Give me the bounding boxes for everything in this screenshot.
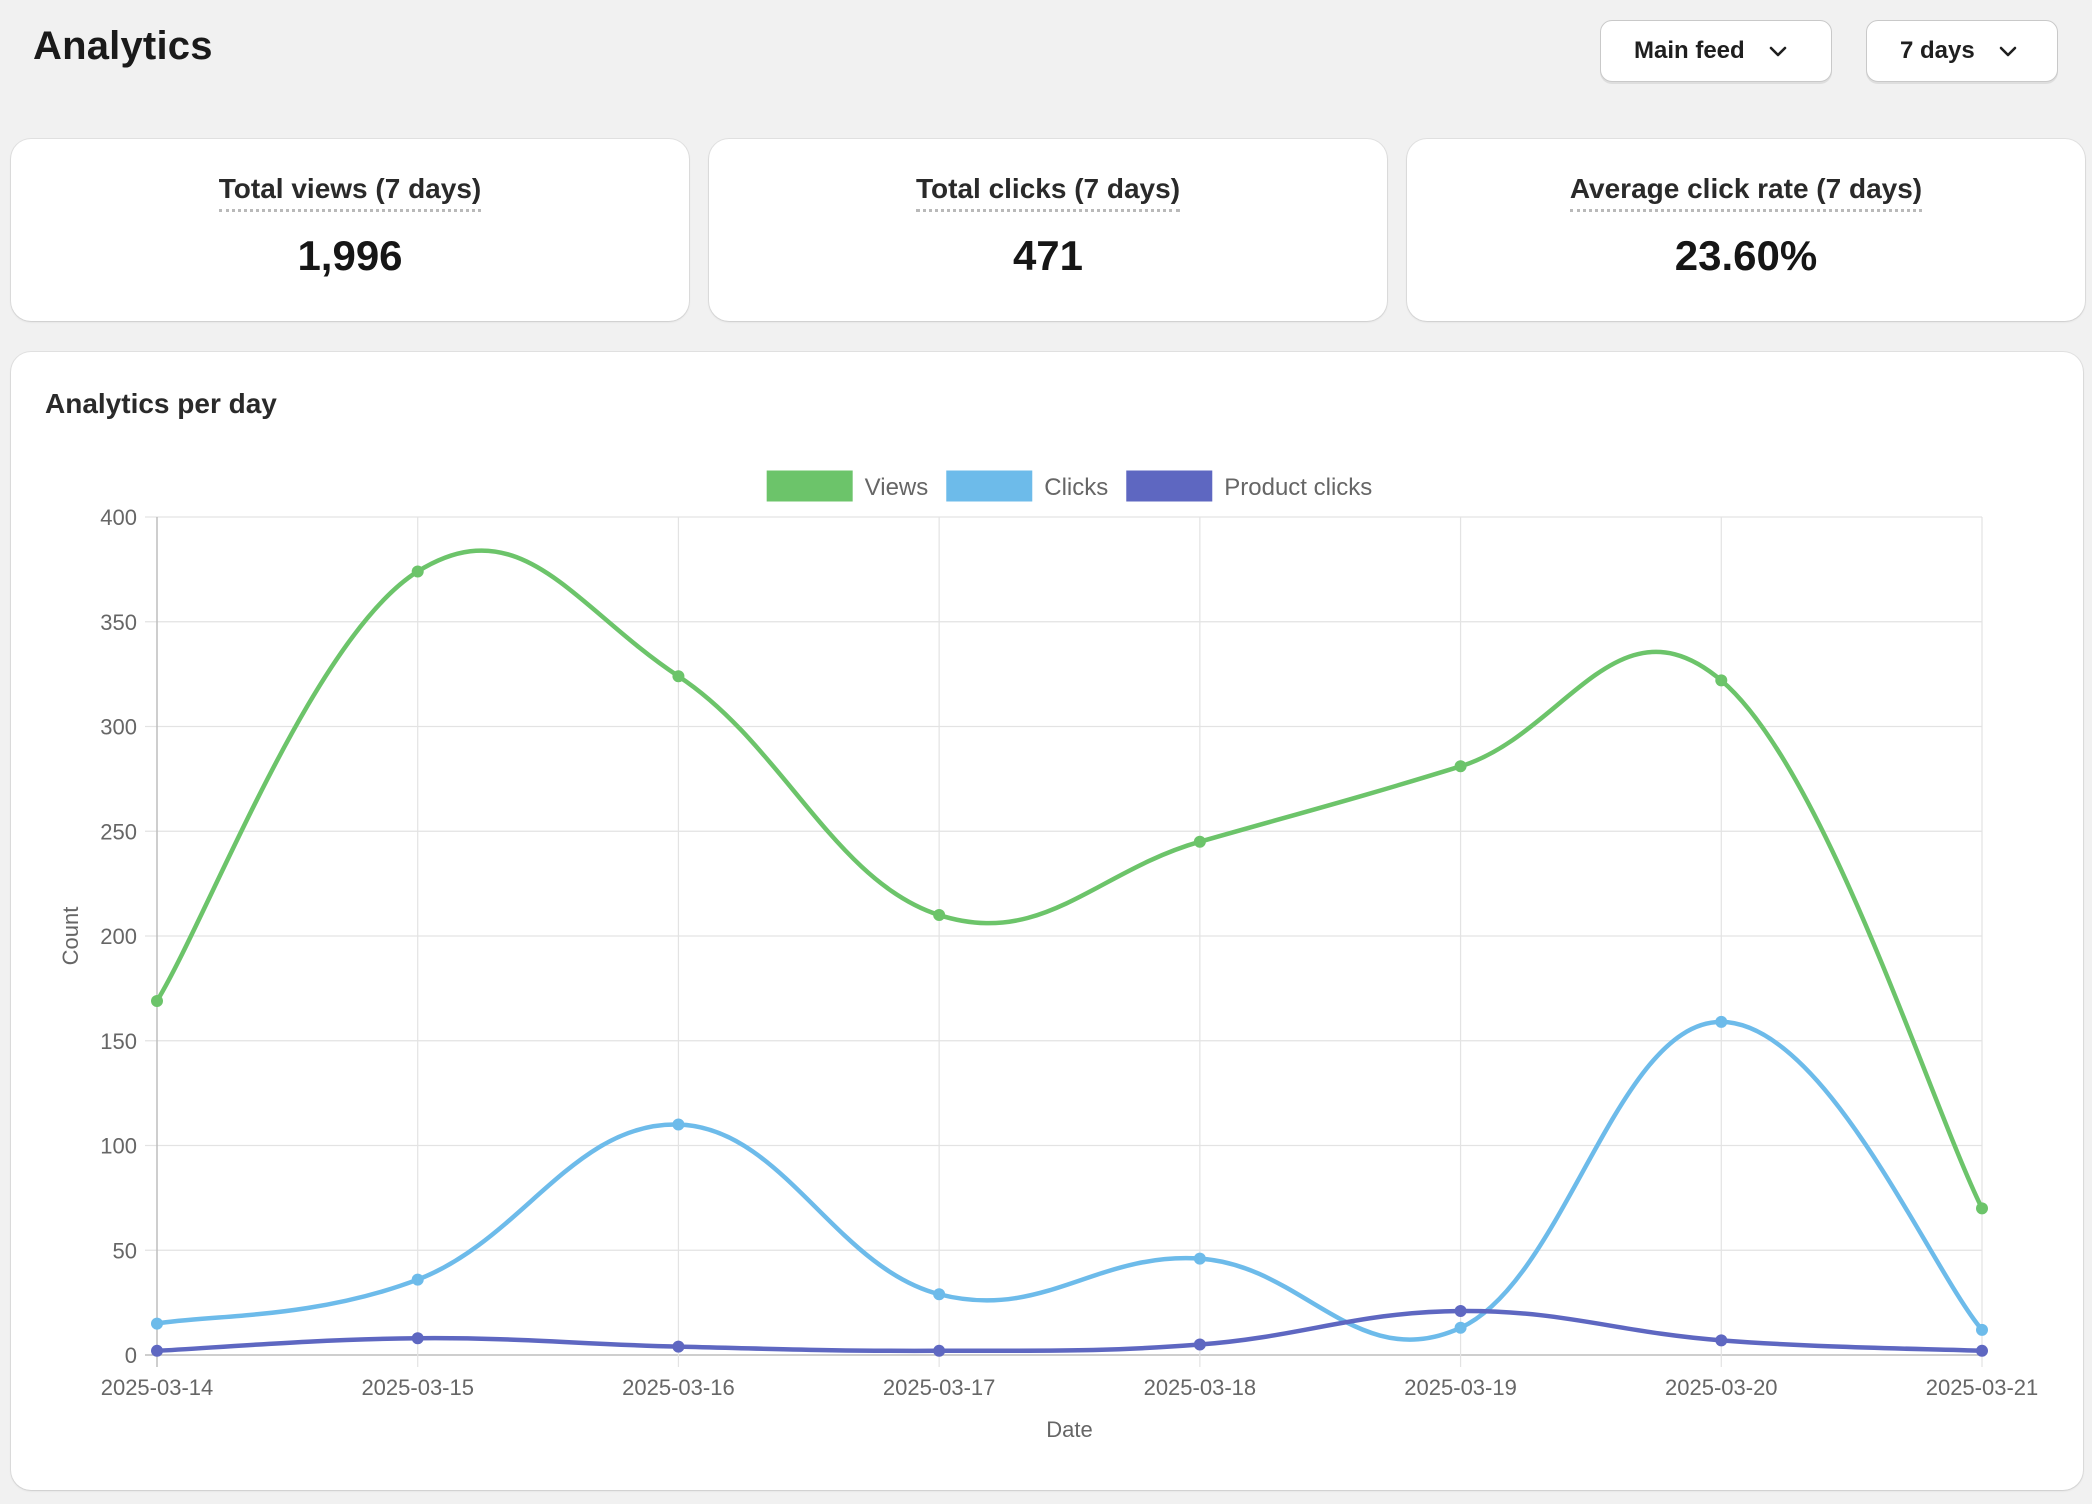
chevron-down-icon — [1997, 40, 2019, 62]
data-point — [1715, 674, 1728, 687]
chevron-down-icon — [1767, 40, 1789, 62]
data-point — [151, 1317, 163, 1330]
legend-swatch — [1126, 470, 1213, 502]
series-views — [151, 548, 1988, 1215]
range-select-value: 7 days — [1900, 37, 1975, 64]
data-point — [1193, 1252, 1206, 1265]
chart-title: Analytics per day — [45, 388, 277, 419]
data-point — [411, 1332, 424, 1345]
data-point — [1454, 1305, 1467, 1318]
y-tick-label: 300 — [100, 715, 137, 740]
data-point — [1715, 1015, 1728, 1028]
series-clicks — [151, 1015, 1988, 1342]
y-tick-label: 150 — [100, 1029, 137, 1054]
data-point — [151, 1344, 163, 1357]
data-point — [672, 670, 685, 683]
x-tick-label: 2025-03-14 — [101, 1375, 214, 1400]
data-point — [672, 1340, 685, 1353]
data-point — [151, 994, 163, 1007]
stat-card-total-views: Total views (7 days) 1,996 — [11, 139, 689, 321]
series-product-clicks — [151, 1305, 1988, 1357]
legend-swatch — [946, 470, 1033, 502]
data-point — [1976, 1323, 1988, 1336]
data-point — [672, 1118, 685, 1131]
x-tick-label: 2025-03-16 — [622, 1375, 735, 1400]
data-point — [933, 1288, 946, 1301]
data-point — [411, 565, 424, 578]
stat-label[interactable]: Total views (7 days) — [218, 173, 482, 212]
stat-value: 23.60% — [1674, 232, 1818, 279]
data-point — [1193, 1338, 1206, 1351]
data-point — [1715, 1334, 1728, 1347]
stat-card-total-clicks: Total clicks (7 days) 471 — [709, 139, 1387, 321]
line-chart: 0 50 100 150 200 250 300 350 400 2025-03-14 2025-0… — [58, 470, 2039, 1442]
stat-value: 471 — [1012, 232, 1084, 279]
page-title: Analytics — [33, 24, 213, 68]
y-tick-label: 100 — [100, 1134, 137, 1159]
data-point — [411, 1273, 424, 1286]
y-tick-label: 350 — [100, 610, 137, 635]
y-tick-label: 50 — [113, 1238, 137, 1263]
x-tick-label: 2025-03-18 — [1144, 1375, 1257, 1400]
x-axis-title: Date — [1046, 1417, 1092, 1442]
y-tick-label: 200 — [100, 924, 137, 949]
data-point — [933, 909, 946, 922]
x-tick-label: 2025-03-19 — [1404, 1375, 1517, 1400]
feed-select-value: Main feed — [1634, 37, 1745, 64]
data-point — [1454, 760, 1467, 773]
y-axis-title: Count — [58, 907, 83, 966]
y-tick-label: 250 — [100, 819, 137, 844]
chart-grid — [145, 516, 1983, 1367]
x-tick-label: 2025-03-21 — [1926, 1375, 2039, 1400]
data-point — [933, 1344, 946, 1357]
legend-swatch — [766, 470, 853, 502]
y-tick-label: 0 — [125, 1343, 137, 1368]
series-line — [154, 1019, 1985, 1342]
range-select[interactable]: 7 days — [1866, 20, 2058, 82]
legend-label: Views — [865, 474, 929, 501]
legend-label: Clicks — [1044, 474, 1108, 501]
chart-legend: Views Clicks Product clicks — [766, 470, 1372, 502]
feed-select[interactable]: Main feed — [1600, 20, 1832, 82]
stat-label[interactable]: Average click rate (7 days) — [1569, 173, 1923, 212]
data-point — [1193, 835, 1206, 848]
x-tick-label: 2025-03-20 — [1665, 1375, 1778, 1400]
data-point — [1454, 1321, 1467, 1334]
x-tick-label: 2025-03-15 — [361, 1375, 474, 1400]
data-point — [1976, 1344, 1988, 1357]
y-tick-label: 400 — [100, 505, 137, 530]
stat-label[interactable]: Total clicks (7 days) — [915, 173, 1181, 212]
stat-value: 1,996 — [297, 232, 403, 279]
legend-label: Product clicks — [1224, 474, 1372, 501]
x-tick-label: 2025-03-17 — [883, 1375, 996, 1400]
chart-card: Analytics per day 0 50 100 150 200 250 300 350 4… — [11, 352, 2083, 1490]
data-point — [1976, 1202, 1988, 1215]
series-line — [154, 1308, 1985, 1354]
series-line — [154, 548, 1985, 1211]
stat-card-average-click-rate: Average click rate (7 days) 23.60% — [1407, 139, 2085, 321]
